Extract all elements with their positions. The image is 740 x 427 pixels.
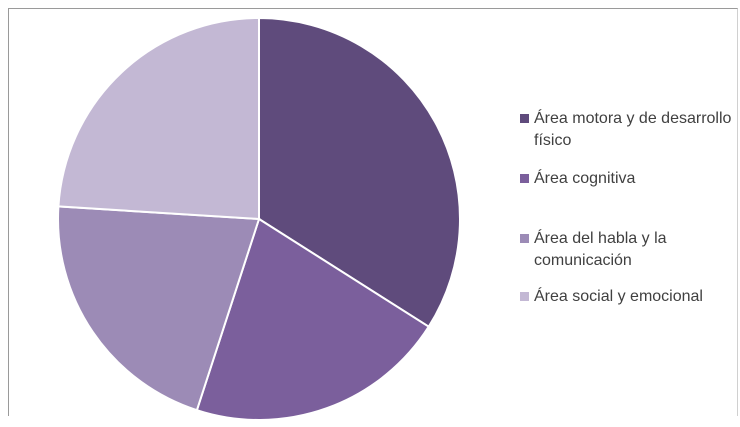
legend-swatch-habla	[520, 234, 529, 243]
legend-item-social: Área social y emocional	[520, 286, 735, 308]
legend-swatch-social	[520, 292, 529, 301]
legend-swatch-motora	[520, 114, 529, 123]
pie-slice-habla	[57, 205, 261, 412]
legend-label-cognitiva: Área cognitiva	[534, 170, 636, 187]
legend: Área motora y de desarrollo físico Área …	[520, 0, 740, 427]
legend-item-cognitiva: Área cognitiva	[520, 168, 735, 190]
legend-label-motora: Área motora y de desarrollo físico	[534, 110, 732, 149]
legend-label-social: Área social y emocional	[534, 288, 703, 305]
legend-swatch-cognitiva	[520, 174, 529, 183]
pie-slice-cognitiva	[195, 217, 431, 421]
legend-item-habla: Área del habla y la comunicación	[520, 228, 735, 272]
legend-item-motora: Área motora y de desarrollo físico	[520, 108, 735, 152]
pie-slice-motora	[258, 16, 461, 329]
pie-slice-social	[57, 16, 260, 221]
legend-label-habla: Área del habla y la comunicación	[534, 230, 667, 269]
